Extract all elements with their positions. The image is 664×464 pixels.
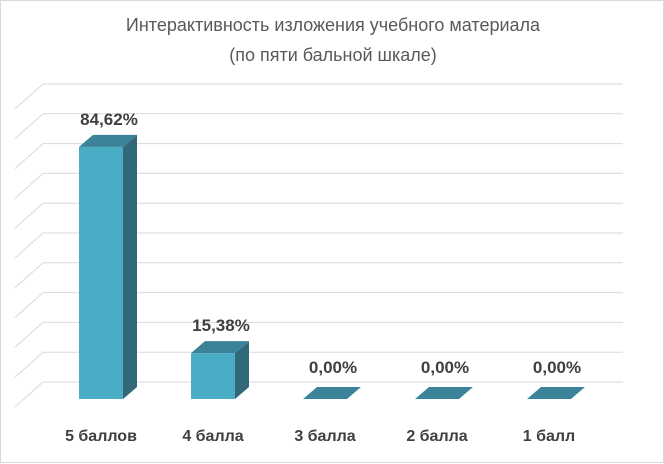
bar-side: [123, 134, 137, 399]
bar: [527, 387, 585, 399]
bar-front: [191, 353, 235, 399]
chart-subtitle: (по пяти бальной шкале): [229, 45, 437, 65]
data-label: 84,62%: [80, 110, 138, 129]
bar-side: [235, 341, 249, 399]
gridline: [14, 381, 623, 408]
gridline: [14, 292, 623, 318]
bar: [415, 387, 473, 399]
bar: [79, 134, 137, 399]
bar-front: [79, 146, 123, 399]
x-tick-label: 4 балла: [182, 428, 243, 445]
x-tick-label: 2 балла: [406, 428, 467, 445]
bar-top: [79, 134, 137, 147]
bar: [191, 341, 249, 399]
gridline: [14, 113, 623, 140]
data-label: 0,00%: [309, 358, 357, 377]
x-tick-label: 5 баллов: [65, 428, 137, 445]
bar-top: [527, 387, 585, 399]
gridline: [14, 143, 623, 169]
gridline: [14, 321, 623, 348]
bar-top: [303, 387, 361, 399]
bar-top: [415, 387, 473, 399]
x-tick-label: 1 балл: [523, 428, 575, 445]
chart-title: Интерактивность изложения учебного матер…: [125, 15, 541, 35]
data-label: 0,00%: [421, 358, 469, 377]
x-tick-label: 3 балла: [294, 428, 355, 445]
gridline: [14, 202, 623, 229]
bar-top: [191, 341, 249, 354]
gridline: [14, 262, 623, 289]
bar: [303, 387, 361, 399]
gridline: [14, 232, 623, 259]
gridline: [14, 172, 623, 199]
data-label: 0,00%: [533, 358, 581, 377]
data-label: 15,38%: [192, 316, 250, 335]
gridline: [14, 351, 623, 378]
gridline: [14, 83, 623, 110]
